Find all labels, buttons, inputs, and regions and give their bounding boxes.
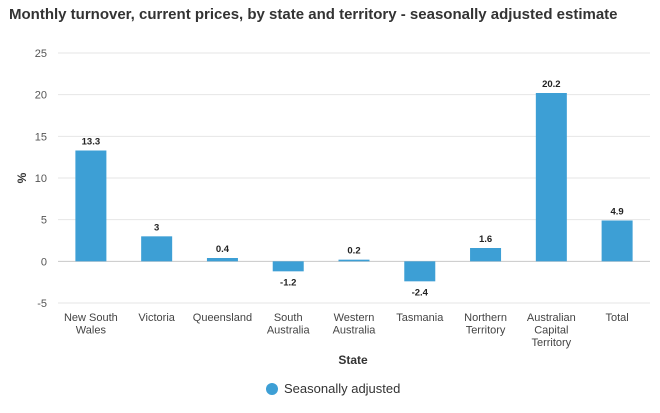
- y-tick-label: 0: [41, 256, 47, 268]
- data-label: 3: [154, 222, 159, 233]
- data-label: 20.2: [542, 79, 561, 90]
- x-tick-label: Western Australia: [333, 312, 377, 337]
- x-tick-label: Total: [605, 312, 628, 324]
- bar: [141, 236, 173, 262]
- y-tick-label: 5: [41, 215, 47, 227]
- data-label: 0.2: [347, 246, 360, 257]
- y-tick-label: 25: [35, 48, 47, 60]
- x-tick-label: New South Wales: [64, 312, 118, 337]
- data-label: 4.9: [611, 207, 624, 218]
- x-tick-label: Tasmania: [396, 312, 444, 324]
- x-tick-label: South Australia: [267, 312, 311, 337]
- bar: [470, 248, 502, 262]
- legend[interactable]: Seasonally adjusted: [266, 381, 400, 396]
- bar: [338, 259, 370, 262]
- chart-title: Monthly turnover, current prices, by sta…: [9, 6, 618, 23]
- data-label: -2.4: [412, 287, 429, 298]
- data-label: 13.3: [82, 137, 101, 148]
- bar: [535, 93, 567, 262]
- x-axis-title: State: [338, 353, 368, 367]
- legend-swatch: [266, 382, 278, 395]
- x-tick-label: Australian Capital Territory: [527, 312, 576, 349]
- bar: [206, 258, 238, 262]
- x-tick-label: Queensland: [193, 312, 252, 324]
- legend-label: Seasonally adjusted: [284, 381, 401, 396]
- data-label: -1.2: [280, 277, 296, 288]
- bar: [601, 220, 633, 262]
- y-tick-label: -5: [37, 298, 47, 310]
- x-tick-label: Victoria: [138, 312, 175, 324]
- y-axis-title: %: [15, 172, 29, 183]
- y-tick-label: 10: [35, 173, 47, 185]
- data-label: 1.6: [479, 234, 492, 245]
- data-label: 0.4: [216, 244, 230, 255]
- y-tick-label: 20: [35, 90, 47, 102]
- y-tick-label: 15: [35, 131, 47, 143]
- bar: [75, 150, 107, 262]
- bar: [404, 261, 436, 282]
- bar: [272, 261, 304, 272]
- x-tick-label: Northern Territory: [464, 312, 507, 337]
